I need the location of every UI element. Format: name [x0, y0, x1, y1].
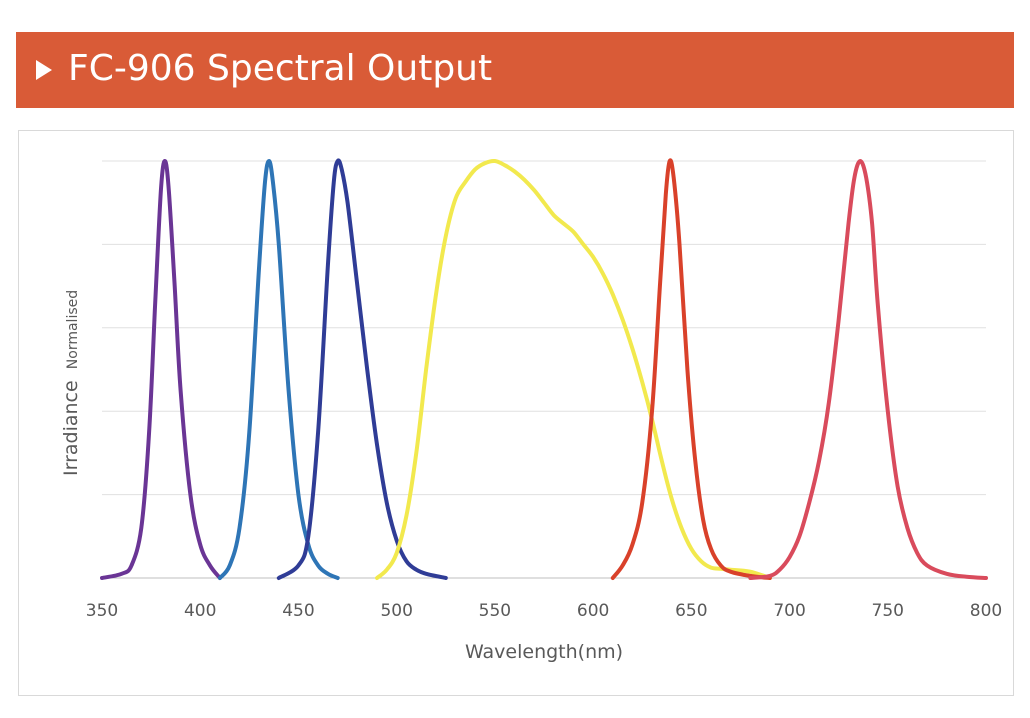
y-axis-title: Irradiance Normalised — [60, 290, 82, 476]
header-bar: FC-906 Spectral Output — [16, 32, 1014, 108]
series-lines — [100, 158, 988, 580]
series-line-380nm — [100, 159, 222, 580]
spectral-chart: 350 400 450 500 550 600 650 700 750 800 Wavelengt… — [60, 158, 1002, 663]
x-tick-label: 400 — [184, 601, 216, 621]
x-tick-label: 700 — [773, 601, 805, 621]
series-line-white — [375, 158, 772, 580]
series-line-470nm — [276, 158, 448, 580]
grid-lines — [102, 160, 986, 579]
x-tick-label: 450 — [282, 601, 314, 621]
series-line-640nm — [610, 158, 772, 580]
y-axis-title-main: Irradiance — [60, 380, 82, 476]
page-title: FC-906 Spectral Output — [68, 48, 493, 89]
x-tick-label: 600 — [577, 601, 609, 621]
chart-frame: 350 400 450 500 550 600 650 700 750 800 Wavelengt… — [18, 130, 1014, 696]
x-tick-label: 800 — [970, 601, 1002, 621]
play-triangle-icon — [36, 60, 52, 80]
y-axis-title-sub: Normalised — [65, 290, 81, 369]
x-axis-title: Wavelength(nm) — [465, 641, 623, 663]
series-line-735nm — [748, 159, 988, 580]
x-tick-label: 350 — [86, 601, 118, 621]
x-tick-label: 750 — [872, 601, 904, 621]
x-tick-label: 500 — [380, 601, 412, 621]
x-tick-labels: 350 400 450 500 550 600 650 700 750 800 — [86, 601, 1002, 621]
series-line-435nm — [217, 159, 340, 580]
x-tick-label: 650 — [675, 601, 707, 621]
x-tick-label: 550 — [479, 601, 511, 621]
